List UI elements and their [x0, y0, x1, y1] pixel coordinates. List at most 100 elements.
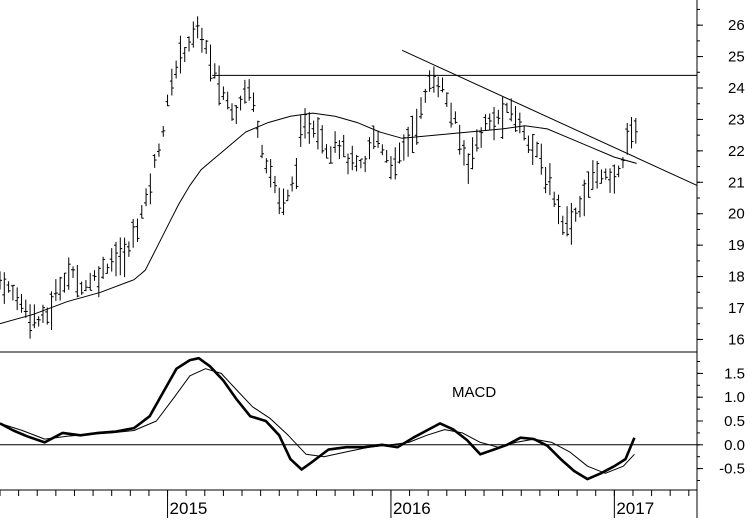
price-tick-label: 25 [728, 49, 745, 66]
ohlc-bar [547, 163, 552, 196]
ohlc-bar [281, 188, 286, 216]
x-year-label: 2016 [393, 499, 431, 518]
ohlc-bar [406, 126, 411, 157]
ohlc-bar [483, 114, 488, 131]
ohlc-bar [156, 143, 161, 157]
ohlc-bar [165, 94, 170, 107]
macd-tick-label: 1.0 [724, 389, 745, 406]
price-tick-label: 21 [728, 174, 745, 191]
ohlc-bar [208, 44, 213, 82]
ohlc-bar [363, 155, 368, 173]
price-tick-label: 26 [728, 17, 745, 34]
ohlc-bar [83, 280, 88, 292]
ohlc-bar [376, 130, 381, 148]
ohlc-bar [2, 272, 7, 304]
ohlc-bar [242, 79, 247, 104]
ohlc-bar [328, 146, 333, 164]
x-year-label: 2015 [170, 499, 208, 518]
ohlc-bar [427, 70, 432, 92]
ohlc-bar [461, 140, 466, 166]
ohlc-bar [393, 147, 398, 180]
price-overlays [0, 49, 698, 325]
x-axis: 2015 2016 2017 [0, 490, 690, 518]
ohlc-bar [350, 145, 355, 171]
ohlc-bar [457, 124, 462, 155]
ohlc-bar [504, 102, 509, 113]
ohlc-bar [195, 16, 200, 39]
ohlc-bar [247, 79, 252, 101]
price-tick-label: 22 [728, 143, 745, 160]
ohlc-bar [126, 241, 131, 257]
ohlc-bar [625, 122, 630, 155]
moving-average-line [0, 112, 637, 325]
ohlc-bar [204, 40, 209, 54]
ohlc-bar [487, 113, 492, 130]
ohlc-bar [71, 266, 76, 278]
ohlc-bar [616, 165, 621, 178]
macd-tick-label: 0.5 [724, 413, 745, 430]
ohlc-bar [15, 287, 20, 311]
ohlc-bar [599, 169, 604, 184]
ohlc-bar [32, 304, 37, 329]
ohlc-bar [169, 68, 174, 96]
ohlc-bar [367, 137, 372, 160]
ohlc-bar [539, 143, 544, 175]
ohlc-bar [45, 307, 50, 325]
ohlc-bar [603, 168, 608, 180]
price-tick-label: 17 [728, 300, 745, 317]
ohlc-bar [307, 112, 312, 144]
ohlc-bar [260, 144, 265, 159]
ohlc-bar [586, 171, 591, 198]
ohlc-bar [444, 92, 449, 107]
ohlc-bar [66, 257, 71, 290]
ohlc-bar [10, 284, 15, 301]
ohlc-bar [431, 66, 436, 93]
ohlc-bar [79, 281, 84, 295]
ohlc-bar [191, 21, 196, 48]
ohlc-bar [161, 126, 166, 137]
ohlc-bar [345, 153, 350, 175]
ohlc-bar [500, 96, 505, 139]
ohlc-bar [28, 304, 33, 339]
ohlc-bar [0, 271, 2, 290]
ohlc-bar [88, 272, 93, 291]
ohlc-bar [517, 112, 522, 134]
price-bars-group [0, 16, 638, 339]
ohlc-bar [633, 118, 638, 144]
ohlc-bar [272, 175, 277, 194]
ohlc-bar [320, 125, 325, 154]
ohlc-bar [466, 153, 471, 184]
ohlc-bar [118, 237, 123, 276]
ohlc-bar [62, 272, 67, 293]
ohlc-bar [148, 173, 153, 205]
ohlc-bar [358, 158, 363, 169]
price-tick-label: 24 [728, 80, 745, 97]
ohlc-bar [470, 137, 475, 170]
price-tick-label: 16 [728, 331, 745, 348]
ohlc-bar [522, 126, 527, 141]
ohlc-bar [92, 270, 97, 281]
ohlc-bar [337, 140, 342, 160]
price-tick-label: 18 [728, 269, 745, 286]
ohlc-bar [122, 237, 127, 278]
ohlc-bar [221, 86, 226, 100]
ohlc-bar [410, 115, 415, 154]
ohlc-bar [492, 107, 497, 141]
macd-tick-label: 0.0 [724, 437, 745, 454]
price-y-axis: 16 17 18 19 20 21 22 23 24 25 26 [697, 8, 745, 348]
ohlc-bar [595, 160, 600, 189]
ohlc-bar [341, 134, 346, 158]
ohlc-bar [199, 27, 204, 53]
ohlc-bar [569, 202, 574, 245]
ohlc-bar [178, 35, 183, 74]
ohlc-bar [174, 60, 179, 79]
ohlc-bar [608, 168, 613, 193]
ohlc-bar [573, 207, 578, 222]
ohlc-bar [384, 149, 389, 163]
ohlc-bar [419, 97, 424, 119]
ohlc-bar [217, 65, 222, 106]
ohlc-bar [582, 179, 587, 217]
